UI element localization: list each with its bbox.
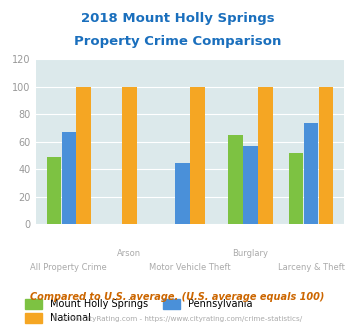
Bar [319,87,333,224]
Bar [258,87,273,224]
Legend: Mount Holly Springs, National, Pennsylvania: Mount Holly Springs, National, Pennsylva… [25,299,253,323]
Text: Arson: Arson [117,249,141,258]
Bar [190,87,204,224]
Bar [243,146,258,224]
Bar [47,157,61,224]
Bar [228,135,243,224]
Text: Compared to U.S. average. (U.S. average equals 100): Compared to U.S. average. (U.S. average … [30,292,325,302]
Text: All Property Crime: All Property Crime [31,263,107,272]
Text: Burglary: Burglary [233,249,268,258]
Text: Property Crime Comparison: Property Crime Comparison [74,35,281,48]
Text: Motor Vehicle Theft: Motor Vehicle Theft [149,263,231,272]
Text: Larceny & Theft: Larceny & Theft [278,263,344,272]
Text: © 2025 CityRating.com - https://www.cityrating.com/crime-statistics/: © 2025 CityRating.com - https://www.city… [53,315,302,322]
Text: 2018 Mount Holly Springs: 2018 Mount Holly Springs [81,12,274,24]
Bar [304,123,318,224]
Bar [122,87,137,224]
Bar [175,162,190,224]
Bar [61,132,76,224]
Bar [289,153,304,224]
Bar [76,87,91,224]
